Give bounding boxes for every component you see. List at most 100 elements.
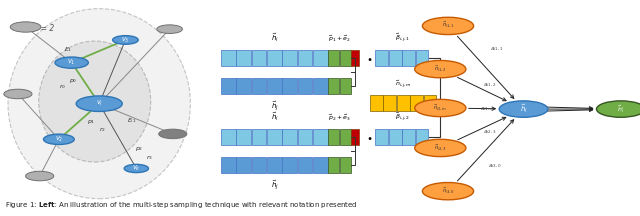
Text: $r_2$: $r_2$ bbox=[99, 125, 106, 134]
Bar bbox=[267, 157, 282, 173]
Bar bbox=[424, 95, 436, 111]
Text: $\vec{h}_i'$: $\vec{h}_i'$ bbox=[617, 103, 625, 115]
Bar bbox=[221, 50, 236, 66]
Text: $\bullet$: $\bullet$ bbox=[365, 53, 372, 63]
Text: $a_{i1,1}$: $a_{i1,1}$ bbox=[490, 46, 504, 53]
Bar bbox=[313, 129, 328, 145]
Bar bbox=[298, 50, 312, 66]
Text: $\vec{n}_{i1,1}$: $\vec{n}_{i1,1}$ bbox=[442, 21, 454, 30]
Bar bbox=[340, 50, 351, 66]
Circle shape bbox=[499, 101, 548, 117]
Bar bbox=[221, 78, 236, 94]
Bar bbox=[410, 95, 423, 111]
Bar bbox=[328, 78, 339, 94]
Text: $\vec{\beta}_{i,j,1}$: $\vec{\beta}_{i,j,1}$ bbox=[395, 32, 410, 44]
Text: $a_{i1,2}$: $a_{i1,2}$ bbox=[483, 82, 497, 89]
Bar bbox=[328, 129, 339, 145]
Ellipse shape bbox=[8, 9, 191, 199]
Text: $\vec{n}_{i2,3}$: $\vec{n}_{i2,3}$ bbox=[434, 143, 447, 152]
Bar bbox=[236, 78, 251, 94]
Text: $\bullet$: $\bullet$ bbox=[365, 132, 372, 142]
Text: $\vec{n}_{i3,0}$: $\vec{n}_{i3,0}$ bbox=[442, 187, 454, 196]
Bar bbox=[236, 50, 251, 66]
Text: $\vec{h}_j$: $\vec{h}_j$ bbox=[271, 179, 278, 193]
Text: $v_3$: $v_3$ bbox=[121, 35, 130, 44]
Bar bbox=[282, 129, 297, 145]
Text: $\vec{n}_{i2,m}$: $\vec{n}_{i2,m}$ bbox=[433, 103, 447, 113]
Circle shape bbox=[415, 139, 466, 157]
Circle shape bbox=[415, 99, 466, 117]
Bar bbox=[267, 78, 282, 94]
Text: $\vec{h}_i$: $\vec{h}_i$ bbox=[271, 32, 278, 44]
Circle shape bbox=[44, 134, 74, 145]
Bar bbox=[282, 157, 297, 173]
Bar bbox=[298, 129, 312, 145]
Bar bbox=[313, 157, 328, 173]
Circle shape bbox=[113, 36, 138, 44]
Bar bbox=[403, 50, 415, 66]
Bar bbox=[397, 95, 410, 111]
Circle shape bbox=[159, 129, 187, 139]
Text: $a_{i3,0}$: $a_{i3,0}$ bbox=[488, 163, 502, 170]
Bar bbox=[298, 157, 312, 173]
Bar bbox=[252, 129, 266, 145]
Bar bbox=[221, 157, 236, 173]
Bar bbox=[340, 157, 351, 173]
Bar bbox=[403, 129, 415, 145]
Circle shape bbox=[10, 22, 41, 32]
Circle shape bbox=[55, 57, 88, 68]
Bar bbox=[340, 129, 351, 145]
Bar bbox=[375, 129, 388, 145]
Bar bbox=[252, 157, 266, 173]
Bar bbox=[313, 78, 328, 94]
Bar bbox=[375, 50, 388, 66]
Bar bbox=[252, 78, 266, 94]
Bar bbox=[416, 50, 429, 66]
Bar bbox=[298, 78, 312, 94]
Text: $v_i$: $v_i$ bbox=[95, 99, 103, 108]
Bar bbox=[389, 129, 402, 145]
Bar bbox=[252, 50, 266, 66]
Text: $\vec{p}_2+\vec{e}_3$: $\vec{p}_2+\vec{e}_3$ bbox=[328, 113, 351, 123]
Text: $v_2$: $v_2$ bbox=[54, 135, 63, 144]
Bar bbox=[328, 157, 339, 173]
Text: $r_3$: $r_3$ bbox=[146, 153, 152, 162]
Text: $a_{i1,m}$: $a_{i1,m}$ bbox=[480, 105, 495, 113]
Text: Figure 1: $\mathbf{Left}$: An illustration of the multi-step sampling technique : Figure 1: $\mathbf{Left}$: An illustrati… bbox=[5, 200, 358, 210]
Bar bbox=[370, 95, 383, 111]
Text: $\vec{h}_i$: $\vec{h}_i$ bbox=[520, 103, 527, 115]
Ellipse shape bbox=[38, 41, 151, 162]
Text: $p_2$: $p_2$ bbox=[135, 145, 144, 153]
Bar bbox=[340, 78, 351, 94]
Circle shape bbox=[596, 101, 640, 117]
Bar bbox=[313, 50, 328, 66]
Bar bbox=[267, 129, 282, 145]
Circle shape bbox=[76, 96, 122, 111]
Bar bbox=[236, 157, 251, 173]
Text: $p_1$: $p_1$ bbox=[87, 118, 96, 126]
Circle shape bbox=[415, 60, 466, 78]
Text: $\vec{p}_1+\vec{e}_2$: $\vec{p}_1+\vec{e}_2$ bbox=[328, 34, 351, 44]
Bar bbox=[383, 95, 396, 111]
Bar bbox=[416, 129, 429, 145]
Text: c = 2: c = 2 bbox=[34, 24, 54, 33]
Text: $v_k$: $v_k$ bbox=[132, 164, 141, 173]
Text: $p_0$: $p_0$ bbox=[69, 77, 78, 85]
Text: $a_{i2,3}$: $a_{i2,3}$ bbox=[483, 129, 497, 137]
Text: $\vec{n}_{i1,2}$: $\vec{n}_{i1,2}$ bbox=[434, 65, 447, 74]
Text: $\vec{n}_{i,j,m}$: $\vec{n}_{i,j,m}$ bbox=[395, 78, 412, 90]
Text: $\vec{h}_i$: $\vec{h}_i$ bbox=[271, 110, 278, 123]
Text: $r_0$: $r_0$ bbox=[60, 82, 66, 91]
Text: $v_1$: $v_1$ bbox=[67, 58, 76, 67]
Bar bbox=[267, 50, 282, 66]
Bar bbox=[282, 50, 297, 66]
Circle shape bbox=[26, 171, 54, 181]
Circle shape bbox=[4, 89, 32, 99]
Circle shape bbox=[422, 17, 474, 35]
Bar bbox=[236, 129, 251, 145]
Text: $\vec{h}_j$: $\vec{h}_j$ bbox=[271, 100, 278, 114]
Bar bbox=[351, 129, 359, 145]
Circle shape bbox=[124, 164, 148, 173]
Text: $\vec{\beta}_{i,j,2}$: $\vec{\beta}_{i,j,2}$ bbox=[395, 111, 410, 123]
Bar bbox=[351, 50, 359, 66]
